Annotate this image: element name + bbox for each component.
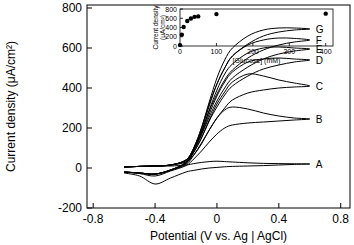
- series-label: B: [316, 114, 323, 125]
- inset-x-axis-title: [Glucose] (mM): [233, 57, 281, 65]
- y-tick-label: 400: [62, 81, 82, 95]
- series-label: F: [316, 35, 322, 46]
- inset-y-tick-label: 200: [165, 33, 177, 40]
- inset-point: [178, 43, 182, 47]
- x-tick: [155, 203, 156, 208]
- y-tick-label: 600: [62, 41, 82, 55]
- y-tick-label: 800: [62, 1, 82, 15]
- inset-point: [214, 12, 218, 16]
- inset-x-tick-label: 200: [247, 48, 259, 55]
- cv-curve: [124, 38, 310, 174]
- x-tick: [340, 203, 341, 208]
- x-tick-label: 0.8: [332, 212, 349, 226]
- x-tick: [93, 203, 94, 208]
- inset-point: [324, 11, 328, 15]
- x-tick-label: 0: [214, 212, 221, 226]
- y-tick: [87, 48, 92, 49]
- inset-x-tick: [252, 43, 253, 46]
- inset-y-tick-label: 400: [165, 24, 177, 31]
- inset-frame: [180, 9, 333, 46]
- cv-curve: [124, 58, 310, 174]
- chart: -0.8 -0.4 0 0.4 0.8 -200 0 200 400 600 800 Potentia…: [0, 0, 354, 245]
- inset-y-tick-label: 0: [173, 43, 177, 50]
- series-label: A: [316, 159, 323, 170]
- y-axis-title: Current density (μA/cm²): [4, 41, 18, 172]
- y-tick: [87, 168, 92, 169]
- y-tick: [87, 8, 92, 9]
- y-tick-label: -200: [58, 201, 82, 215]
- y-tick-label: 0: [75, 161, 82, 175]
- inset-x-tick: [216, 43, 217, 46]
- inset-point: [185, 19, 189, 23]
- inset-y-tick: [180, 9, 183, 10]
- x-tick-label: -0.8: [83, 212, 104, 226]
- inset-y-tick-label: 600: [165, 15, 177, 22]
- cv-curve: [124, 161, 310, 184]
- inset-point: [180, 32, 184, 36]
- x-tick: [278, 203, 279, 208]
- x-tick: [216, 203, 217, 208]
- series-label: D: [316, 55, 323, 66]
- x-tick-label: -0.4: [145, 212, 166, 226]
- y-tick: [87, 88, 92, 89]
- inset-point: [181, 25, 185, 29]
- inset-x-tick: [325, 43, 326, 46]
- series-label: G: [316, 24, 324, 35]
- inset-y-tick: [180, 18, 183, 19]
- inset-x-tick-label: 100: [211, 48, 223, 55]
- inset-x-tick-label: 300: [283, 48, 295, 55]
- inset-y-axis-title: Current density(μA/cm²): [152, 5, 167, 50]
- x-axis-title: Potential (V vs. Ag | AgCl): [150, 229, 287, 243]
- series-label: C: [316, 81, 323, 92]
- inset-y-tick-label: 800: [165, 6, 177, 13]
- plot-frame: [87, 5, 350, 208]
- y-tick: [87, 208, 92, 209]
- y-tick: [87, 128, 92, 129]
- inset-points: [178, 11, 328, 47]
- series-group: [124, 28, 310, 184]
- inset-x-tick: [289, 43, 290, 46]
- inset-point: [196, 14, 200, 18]
- inset-x-tick-label: 0: [178, 48, 182, 55]
- title-line: (μA/cm²): [159, 15, 167, 40]
- x-tick-label: 0.4: [270, 212, 287, 226]
- inset-x-tick-label: 400: [320, 48, 332, 55]
- y-tick-label: 200: [62, 121, 82, 135]
- background: [0, 0, 354, 245]
- cv-curve: [124, 47, 310, 174]
